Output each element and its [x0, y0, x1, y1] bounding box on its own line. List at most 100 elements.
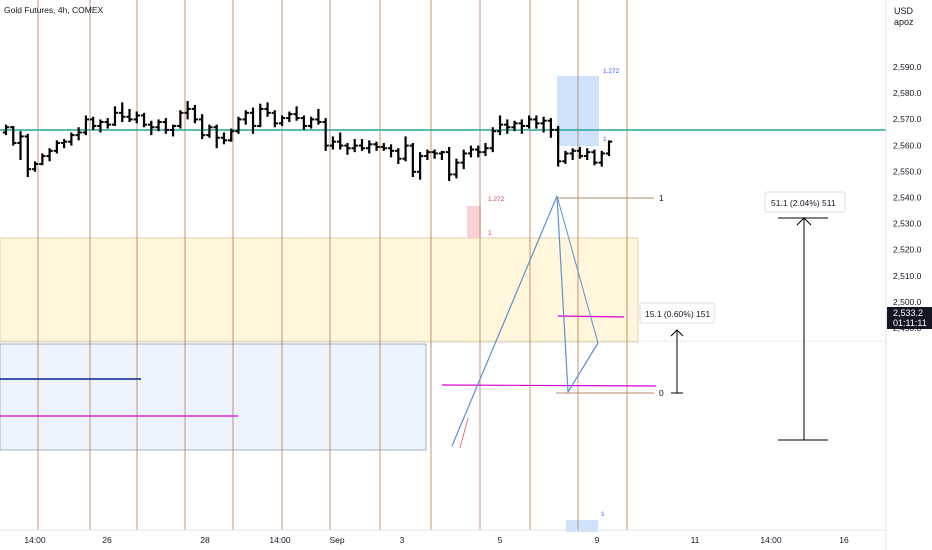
- ohlc-bar-75[interactable]: [547, 118, 555, 138]
- ohlc-bar-52[interactable]: [380, 142, 387, 151]
- ohlc-bar-66[interactable]: [482, 142, 489, 157]
- ohlc-bar-6[interactable]: [46, 148, 53, 162]
- ohlc-bar-22[interactable]: [162, 118, 170, 134]
- ohlc-bar-63[interactable]: [460, 149, 467, 170]
- time-ticks[interactable]: 14:00 26 28 14:00 Sep 3 5 9 11 14:00 16: [24, 535, 849, 545]
- ohlc-bar-68[interactable]: [496, 115, 504, 136]
- ohlc-bar-57[interactable]: [416, 152, 424, 180]
- ohlc-bar-35[interactable]: [257, 103, 264, 128]
- ohlc-bar-51[interactable]: [373, 141, 380, 151]
- ohlc-bar-26[interactable]: [191, 104, 199, 124]
- ohlc-bar-81[interactable]: [591, 149, 598, 166]
- measure-small-label: 15.1 (0.60%) 151: [645, 309, 710, 319]
- level-line-magenta-right[interactable]: [441, 384, 657, 387]
- current-price-label: 2,533.2: [893, 308, 923, 318]
- ohlc-bar-3[interactable]: [24, 133, 31, 178]
- ohlc-bar-53[interactable]: [387, 144, 395, 158]
- ohlc-bar-46[interactable]: [336, 132, 344, 150]
- ohlc-bar-18[interactable]: [133, 111, 140, 124]
- ohlc-bar-50[interactable]: [366, 140, 373, 154]
- ohlc-bar-67[interactable]: [489, 127, 496, 153]
- ohlc-bar-39[interactable]: [286, 111, 293, 123]
- ohlc-bar-71[interactable]: [518, 119, 526, 134]
- ohlc-bar-14[interactable]: [104, 118, 111, 129]
- ohlc-bar-62[interactable]: [453, 158, 460, 179]
- ohlc-bar-31[interactable]: [228, 128, 235, 142]
- ohlc-bars-layer[interactable]: [2, 101, 613, 181]
- ohlc-bar-23[interactable]: [169, 124, 177, 137]
- ohlc-bar-32[interactable]: [235, 116, 242, 134]
- ohlc-bar-20[interactable]: [148, 120, 155, 136]
- ohlc-bar-2[interactable]: [17, 131, 24, 161]
- ohlc-bar-72[interactable]: [525, 115, 533, 129]
- ohlc-bar-15[interactable]: [111, 106, 119, 126]
- ohlc-bar-19[interactable]: [140, 112, 148, 128]
- ohlc-bar-27[interactable]: [198, 114, 206, 140]
- ohlc-bar-65[interactable]: [475, 145, 482, 158]
- ohlc-bar-78[interactable]: [569, 148, 576, 161]
- ohlc-bar-41[interactable]: [300, 115, 308, 130]
- ohlc-bar-10[interactable]: [75, 127, 82, 141]
- ohlc-bar-42[interactable]: [307, 116, 315, 129]
- ohlc-bar-0[interactable]: [2, 124, 10, 136]
- ohlc-bar-37[interactable]: [271, 110, 279, 128]
- ohlc-bar-83[interactable]: [605, 140, 613, 157]
- ohlc-bar-40[interactable]: [293, 106, 300, 121]
- price-axis-bg[interactable]: [887, 0, 932, 550]
- harmonic-pattern-line[interactable]: [451, 195, 599, 447]
- ohlc-bar-16[interactable]: [119, 102, 126, 123]
- ohlc-bar-12[interactable]: [89, 116, 97, 130]
- ohlc-bar-30[interactable]: [220, 132, 228, 145]
- ohlc-bar-17[interactable]: [126, 108, 133, 123]
- ohlc-bar-70[interactable]: [511, 120, 518, 132]
- ohlc-bar-77[interactable]: [562, 150, 569, 164]
- ohlc-bar-58[interactable]: [424, 149, 431, 161]
- ohlc-bar-34[interactable]: [249, 107, 257, 134]
- ohlc-bar-29[interactable]: [213, 124, 220, 149]
- ohlc-bar-80[interactable]: [584, 148, 591, 161]
- ohlc-bar-60[interactable]: [438, 150, 446, 161]
- ohlc-bar-38[interactable]: [278, 115, 286, 126]
- ohlc-bar-9[interactable]: [68, 132, 75, 146]
- ohlc-bar-56[interactable]: [409, 142, 417, 178]
- ohlc-bar-21[interactable]: [155, 119, 162, 132]
- ohlc-bar-55[interactable]: [402, 136, 409, 162]
- ohlc-bar-64[interactable]: [467, 145, 475, 158]
- ohlc-bar-49[interactable]: [358, 139, 366, 151]
- time-tick-3: 14:00: [269, 535, 291, 545]
- ohlc-bar-25[interactable]: [184, 101, 191, 120]
- ohlc-bar-54[interactable]: [395, 148, 402, 164]
- ohlc-bar-5[interactable]: [39, 153, 46, 166]
- fib-blue-bottom-label: 1: [603, 136, 607, 143]
- ohlc-bar-24[interactable]: [177, 110, 184, 129]
- ohlc-bar-11[interactable]: [82, 115, 90, 136]
- ohlc-bar-4[interactable]: [31, 161, 39, 172]
- ohlc-bar-76[interactable]: [554, 125, 562, 167]
- ohlc-bar-61[interactable]: [445, 146, 453, 181]
- drawings-layer[interactable]: [451, 195, 828, 449]
- ohlc-bar-79[interactable]: [576, 146, 584, 159]
- ohlc-bar-74[interactable]: [540, 116, 547, 133]
- ohlc-bar-33[interactable]: [242, 110, 249, 125]
- ohlc-bar-82[interactable]: [598, 150, 605, 167]
- ohlc-bar-1[interactable]: [10, 125, 17, 146]
- ohlc-bar-45[interactable]: [329, 136, 337, 150]
- ohlc-bar-36[interactable]: [264, 102, 271, 117]
- time-tick-7: 9: [595, 535, 600, 545]
- ohlc-bar-28[interactable]: [206, 124, 213, 138]
- currency-label: USD: [894, 6, 914, 16]
- ohlc-bar-7[interactable]: [53, 140, 61, 154]
- ohlc-bar-43[interactable]: [315, 108, 322, 125]
- ohlc-bar-69[interactable]: [504, 119, 511, 134]
- ohlc-bar-59[interactable]: [431, 149, 438, 159]
- price-tick-3: 2,560.0: [893, 140, 922, 150]
- ohlc-bar-13[interactable]: [97, 119, 104, 133]
- ohlc-bar-47[interactable]: [344, 142, 351, 155]
- ohlc-bar-44[interactable]: [322, 118, 329, 151]
- price-tick-4: 2,550.0: [893, 166, 922, 176]
- ohlc-bar-8[interactable]: [60, 139, 68, 149]
- ohlc-bar-48[interactable]: [351, 139, 358, 153]
- pattern-diagonal[interactable]: [556, 195, 599, 344]
- ohlc-bar-73[interactable]: [533, 115, 540, 129]
